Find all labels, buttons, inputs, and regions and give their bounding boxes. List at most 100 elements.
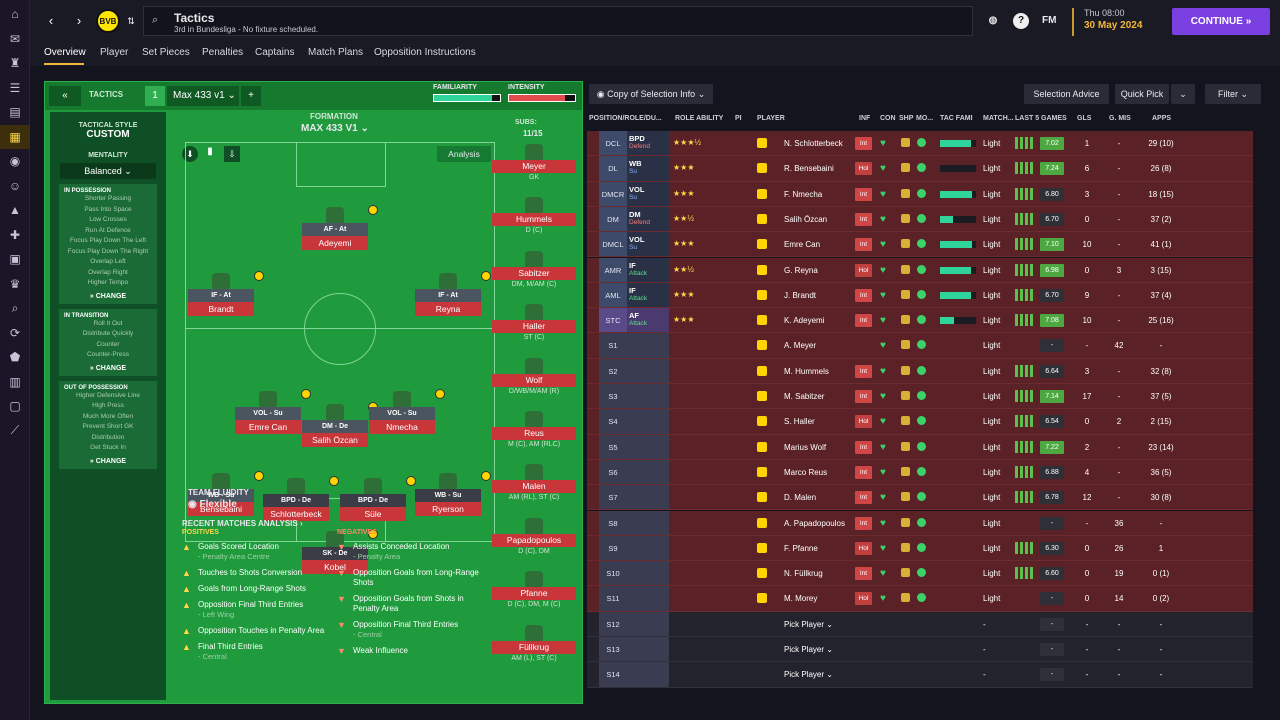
player-role[interactable]: IF - At <box>188 289 254 302</box>
row-role[interactable]: DM Defend <box>627 206 669 232</box>
pitch-player[interactable]: VOL - Su Emre Can <box>235 389 311 434</box>
row-role[interactable]: WB Su <box>627 156 669 181</box>
player-name[interactable]: A. Meyer <box>784 341 817 351</box>
table-row[interactable]: S2 M. Hummels Int ♥ Light 6.64 3 - 32 (8) <box>587 358 1253 384</box>
player-name[interactable]: R. Bensebaini <box>784 164 834 174</box>
col-header[interactable]: MATCH... <box>983 115 1014 122</box>
col-header[interactable]: PLAYER <box>757 115 785 122</box>
player-name[interactable]: Marius Wolf <box>784 442 827 452</box>
chart-icon[interactable]: ▮ <box>207 146 213 157</box>
tab-player[interactable]: Player <box>100 47 129 58</box>
quick-pick-button[interactable]: Quick Pick <box>1115 84 1169 104</box>
player-name[interactable]: D. Malen <box>784 493 817 503</box>
player-role[interactable]: VOL - Su <box>369 407 435 420</box>
formation-select[interactable]: MAX 433 V1 ⌄ <box>301 123 369 134</box>
player-role[interactable]: AF - At <box>302 223 368 236</box>
table-row[interactable]: S8 A. Papadopoulos Int ♥ Light - - 36 - <box>587 510 1253 536</box>
info-icon[interactable]: ⬇ <box>182 146 198 162</box>
back-icon[interactable]: ‹ <box>48 13 54 28</box>
sub-name[interactable]: Malen <box>492 480 576 494</box>
filter-button[interactable]: Filter ⌄ <box>1205 84 1261 104</box>
table-row[interactable]: S7 D. Malen Int ♥ Light 6.78 12 - 30 (8) <box>587 485 1253 511</box>
col-header[interactable]: TAC FAMI <box>940 115 973 122</box>
table-row[interactable]: DCL BPD Defend ★★★½ N. Schlotterbeck Int ♥ Ligh… <box>587 131 1253 157</box>
table-row[interactable]: S13 Pick Player ⌄ - - - - - <box>587 637 1253 663</box>
tab-opposition-instructions[interactable]: Opposition Instructions <box>374 47 476 58</box>
player-role[interactable]: SK - De <box>302 547 368 560</box>
player-name[interactable]: F. Nmecha <box>784 189 823 199</box>
change-button[interactable]: » CHANGE <box>89 457 127 465</box>
change-button[interactable]: » CHANGE <box>89 364 127 372</box>
player-role[interactable]: VOL - Su <box>235 407 301 420</box>
transfers-icon[interactable]: ⟳ <box>9 325 21 340</box>
player-role[interactable]: IF - At <box>415 289 481 302</box>
pitch-player[interactable]: BPD - De Süle <box>340 476 416 521</box>
col-header[interactable]: PI <box>735 115 742 122</box>
table-row[interactable]: S3 M. Sabitzer Int ♥ Light 7.14 17 - 37 (5) <box>587 384 1253 410</box>
add-tactic-button[interactable]: + <box>241 86 261 106</box>
player-name[interactable]: Salih Özcan <box>302 433 368 447</box>
mentality-select[interactable]: Balanced ⌄ <box>60 163 156 179</box>
selection-advice-button[interactable]: Selection Advice <box>1024 84 1109 104</box>
pitch-player[interactable]: WB - Su Ryerson <box>415 471 491 516</box>
competitions-icon[interactable]: ♛ <box>9 276 21 291</box>
pitch-player[interactable]: SK - De Kobel <box>302 529 378 574</box>
medical-icon[interactable]: ✚ <box>9 227 21 242</box>
col-header[interactable]: ROLE ABILITY <box>675 115 724 122</box>
inbox-icon[interactable]: ✉ <box>9 31 21 46</box>
col-header[interactable]: INF <box>859 115 871 122</box>
player-name[interactable]: Pick Player ⌄ <box>784 645 833 654</box>
tab-overview[interactable]: Overview <box>44 47 86 58</box>
sub-player[interactable]: Pfanne D (C), DM, M (C) <box>492 571 576 608</box>
player-name[interactable]: Bensebaini <box>188 502 254 516</box>
sub-player[interactable]: Reus M (C), AM (RLC) <box>492 411 576 448</box>
col-header[interactable]: POSITION/ROLE/DU... <box>589 115 662 122</box>
sub-name[interactable]: Haller <box>492 320 576 334</box>
table-row[interactable]: S14 Pick Player ⌄ - - - - - <box>587 662 1253 688</box>
home-icon[interactable]: ⌂ <box>11 7 19 22</box>
download-icon[interactable]: ⇩ <box>224 146 240 162</box>
pitch-player[interactable]: AF - At Adeyemi <box>302 205 378 250</box>
data-hub-icon[interactable]: ◉ <box>9 154 21 169</box>
player-role[interactable]: BPD - De <box>340 494 406 507</box>
player-name[interactable]: G. Reyna <box>784 265 818 275</box>
player-name[interactable]: Pick Player ⌄ <box>784 670 833 680</box>
sub-name[interactable]: Reus <box>492 427 576 440</box>
player-name[interactable]: N. Schlotterbeck <box>784 139 843 148</box>
table-row[interactable]: S4 S. Haller Hol ♥ Light 6.54 0 2 2 (15) <box>587 409 1253 435</box>
squad-icon[interactable]: ♜ <box>9 56 21 71</box>
search-icon[interactable]: ⌕ <box>152 14 159 26</box>
col-header[interactable]: SHP <box>899 115 914 122</box>
player-name[interactable]: Reyna <box>415 302 481 316</box>
player-name[interactable]: Süle <box>340 507 406 521</box>
player-name[interactable]: M. Hummels <box>784 366 829 376</box>
player-name[interactable]: Salih Özcan <box>784 214 828 224</box>
pitch-player[interactable]: WB - Su Bensebaini <box>188 471 264 516</box>
table-row[interactable]: AMR IF Attack ★★½ G. Reyna Hol ♥ Light 6.98 0 3 3 (… <box>587 257 1253 283</box>
dynamics-icon[interactable]: ☰ <box>9 80 21 95</box>
player-role[interactable]: WB - Su <box>188 489 254 502</box>
tactic-slot[interactable]: 1 <box>145 86 165 106</box>
player-name[interactable]: Brandt <box>188 302 254 316</box>
player-name[interactable]: Nmecha <box>369 420 435 434</box>
player-role[interactable]: WB - Su <box>415 489 481 502</box>
globe-icon[interactable]: ◍ <box>988 15 998 26</box>
player-name[interactable]: M. Morey <box>784 594 818 604</box>
table-row[interactable]: DMCL VOL Su ★★★ Emre Can Int ♥ Light 7.10 10 - 41 (… <box>587 232 1253 258</box>
table-row[interactable]: STC AF Attack ★★★ K. Adeyemi Int ♥ Light 7.08 10 -… <box>587 308 1253 334</box>
sub-name[interactable]: Füllkrug <box>492 640 576 654</box>
col-header[interactable]: GLS <box>1077 115 1092 122</box>
row-role[interactable]: IF Attack <box>627 257 669 282</box>
sub-player[interactable]: Papadopoulos D (C), DM <box>492 517 576 555</box>
club-vision-icon[interactable]: ⬟ <box>9 350 21 365</box>
pitch-player[interactable]: IF - At Brandt <box>188 271 264 316</box>
col-header[interactable]: LAST 5 GAMES <box>1015 115 1067 122</box>
player-name[interactable]: Schlotterbeck <box>263 507 329 521</box>
sub-name[interactable]: Sabitzer <box>492 266 576 280</box>
club-logo[interactable]: BVB <box>96 9 120 33</box>
player-name[interactable]: N. Füllkrug <box>784 569 823 579</box>
forward-icon[interactable]: › <box>76 13 82 28</box>
pitch-player[interactable]: BPD - De Schlotterbeck <box>263 476 339 521</box>
table-row[interactable]: S6 Marco Reus Int ♥ Light 6.88 4 - 36 (5) <box>587 459 1253 486</box>
player-name[interactable]: Emre Can <box>784 240 821 250</box>
